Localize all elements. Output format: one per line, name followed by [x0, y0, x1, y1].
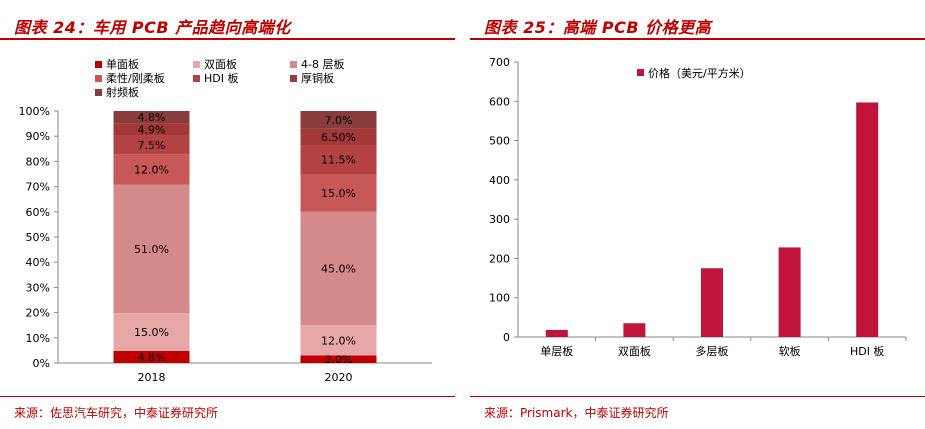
y-tick-label: 30%: [26, 281, 50, 294]
y-tick-label: 40%: [26, 256, 50, 269]
x-category-label: 多层板: [696, 344, 729, 358]
price-bar: [778, 247, 801, 337]
left-chart-title: 图表 24：车用 PCB 产品趋向高端化: [14, 18, 291, 37]
legend-swatch-2: [290, 61, 297, 68]
legend-label-6: 射频板: [106, 85, 139, 99]
stacked-bar-segment: [300, 174, 377, 212]
left-source-note: 来源：佐思汽车研究，中泰证券研究所: [14, 406, 219, 420]
y-tick-label: 80%: [26, 155, 50, 168]
segment-value-label: 6.50%: [321, 131, 356, 144]
legend-label-0: 单面板: [106, 57, 139, 71]
stacked-bar-segment: [300, 355, 377, 363]
x-category-label: HDI 板: [850, 344, 884, 358]
right-title-rule: [470, 38, 925, 40]
y-tick-label: 100: [489, 292, 510, 305]
stacked-bar-segment: [300, 145, 377, 174]
y-tick-label: 70%: [26, 181, 50, 194]
y-tick-label: 600: [489, 95, 510, 108]
y-tick-label: 10%: [26, 332, 50, 345]
stacked-bar-segment: [113, 313, 190, 351]
legend-label: 价格（美元/平方米）: [648, 66, 751, 80]
right-chart-title: 图表 25：高端 PCB 价格更高: [484, 18, 712, 37]
segment-value-label: 15.0%: [134, 326, 169, 339]
segment-value-label: 12.0%: [134, 163, 169, 176]
y-tick-label: 90%: [26, 130, 50, 143]
right-bar-chart: 价格（美元/平方米） 0 100 200 300 400 500 600 700 单层板 双面板 多层…: [489, 56, 907, 358]
legend-swatch-4: [193, 75, 200, 82]
y-tick-label: 60%: [26, 206, 50, 219]
x-category-label: 软板: [779, 344, 801, 358]
y-tick-label: 200: [489, 252, 510, 265]
segment-value-label: 4.8%: [138, 111, 166, 124]
segment-value-label: 3.0%: [325, 353, 353, 366]
y-tick-label: 500: [489, 135, 510, 148]
stacked-bar-segment: [300, 211, 377, 326]
y-tick-label: 0%: [33, 357, 50, 370]
segment-value-label: 12.0%: [321, 334, 356, 347]
x-category-label: 2020: [325, 371, 353, 384]
stacked-bar-segment: [300, 128, 377, 146]
x-category-label: 双面板: [618, 344, 651, 358]
segment-value-label: 4.8%: [138, 351, 166, 364]
y-tick-label: 300: [489, 213, 510, 226]
segment-value-label: 51.0%: [134, 243, 169, 256]
legend-label-1: 双面板: [204, 57, 237, 71]
stacked-bar-segment: [113, 123, 190, 136]
legend-swatch-6: [95, 89, 102, 96]
legend-swatch-1: [193, 61, 200, 68]
y-tick-label: 50%: [26, 231, 50, 244]
segment-value-label: 45.0%: [321, 263, 356, 276]
left-chart-panel: 图表 24：车用 PCB 产品趋向高端化 单面板 双面板 4-8 层板柔性/刚柔板 H…: [0, 0, 455, 429]
legend-swatch: [637, 69, 644, 76]
x-category-label: 单层板: [540, 344, 573, 358]
legend-swatch-0: [95, 61, 102, 68]
stacked-bar-segment: [300, 111, 377, 129]
y-tick-label: 20%: [26, 307, 50, 320]
segment-value-label: 7.0%: [325, 114, 353, 127]
left-title-rule: [0, 38, 455, 40]
price-bar: [623, 323, 646, 337]
legend-label-4: HDI 板: [204, 71, 238, 85]
stacked-bar-segment: [113, 154, 190, 185]
stacked-bar-segment: [113, 350, 190, 363]
segment-value-label: 7.5%: [138, 139, 166, 152]
stacked-bar-segment: [113, 135, 190, 155]
price-bar: [856, 102, 879, 337]
right-chart-panel: 图表 25：高端 PCB 价格更高 价格（美元/平方米） 0 100 200 300 40…: [470, 0, 925, 429]
right-source-rule: [470, 396, 925, 397]
y-tick-label: 0: [503, 331, 510, 344]
legend-swatch-5: [290, 75, 297, 82]
legend-swatch-3: [95, 75, 102, 82]
segment-value-label: 11.5%: [321, 154, 356, 167]
legend-label-3: 柔性/刚柔板: [106, 71, 165, 85]
price-bar: [545, 329, 568, 337]
stacked-bar-segment: [113, 184, 190, 314]
stacked-bar-segment: [113, 111, 190, 124]
left-source-rule: [0, 396, 455, 397]
segment-value-label: 15.0%: [321, 187, 356, 200]
y-tick-label: 400: [489, 174, 510, 187]
legend-label-5: 厚铜板: [301, 71, 334, 85]
y-tick-label: 700: [489, 56, 510, 69]
stacked-bar-segment: [300, 325, 377, 356]
price-bar: [701, 268, 723, 337]
right-source-note: 来源：Prismark，中泰证券研究所: [484, 406, 669, 420]
x-category-label: 2018: [138, 371, 166, 384]
legend-label-2: 4-8 层板: [301, 57, 344, 71]
segment-value-label: 4.9%: [138, 123, 166, 136]
y-tick-label: 100%: [19, 105, 50, 118]
